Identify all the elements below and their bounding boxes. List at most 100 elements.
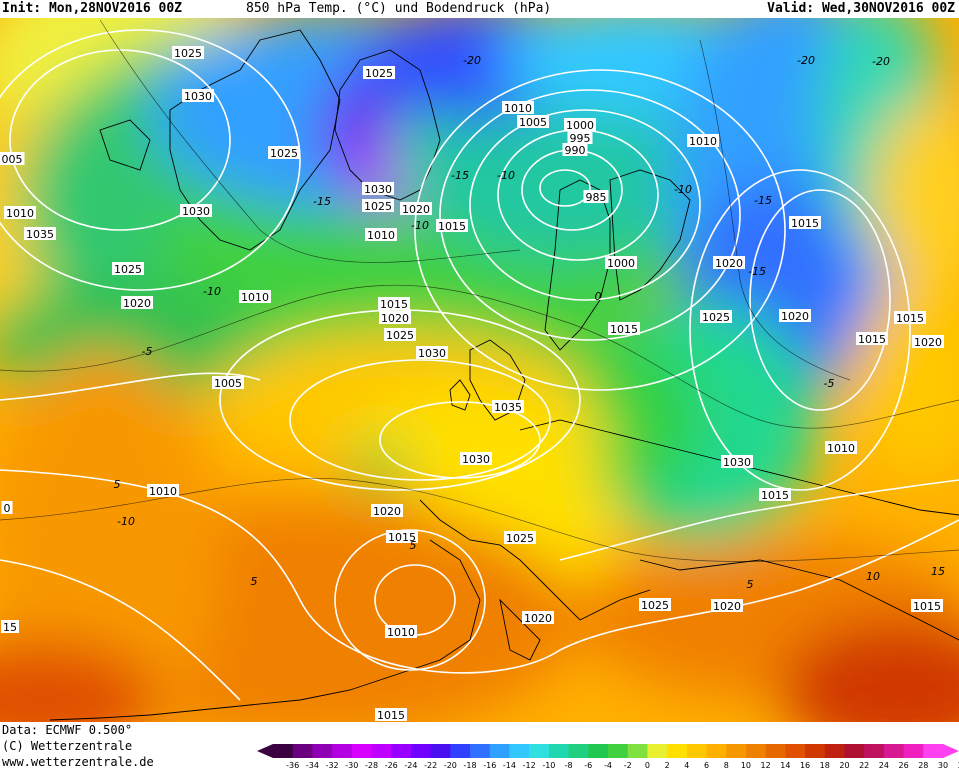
pressure-label-box xyxy=(384,328,416,341)
pressure-label-box xyxy=(0,152,25,165)
colorbar-segment xyxy=(923,744,944,758)
pressure-label-box xyxy=(416,346,448,359)
pressure-label: 1015 xyxy=(388,531,416,544)
pressure-label-box xyxy=(583,190,609,203)
pressure-label: 1015 xyxy=(913,600,941,613)
pressure-label-box xyxy=(517,115,549,128)
pressure-label: 1020 xyxy=(123,297,151,310)
colorbar-tick-label: 14 xyxy=(780,761,790,770)
pressure-label: 1030 xyxy=(723,456,751,469)
pressure-label-box xyxy=(912,335,944,348)
pressure-label: 1010 xyxy=(149,485,177,498)
colorbar-segment xyxy=(647,744,668,758)
pressure-label: 1030 xyxy=(462,453,490,466)
colorbar-tick-label: -32 xyxy=(326,761,339,770)
isotherm-label: 5 xyxy=(251,575,258,588)
temperature-isotherms xyxy=(0,19,959,562)
colorbar-left-arrow xyxy=(257,744,273,758)
pressure-label: 1010 xyxy=(827,442,855,455)
colorbar-tick-label: 24 xyxy=(879,761,889,770)
colorbar-segment xyxy=(568,744,589,758)
pressure-label: 1020 xyxy=(373,505,401,518)
temperature-labels: -20-15 -10-15-10-15-15-10-10-5-505-105551… xyxy=(114,54,946,591)
pressure-label-box xyxy=(379,311,411,324)
pressure-label: 1025 xyxy=(506,532,534,545)
pressure-label-box xyxy=(492,400,524,413)
pressure-label: 005 xyxy=(2,153,23,166)
copyright: (C) Wetterzentrale xyxy=(2,739,133,753)
colorbar-segment xyxy=(765,744,786,758)
pressure-label-box xyxy=(856,332,888,345)
colorbar-tick-label: -2 xyxy=(624,761,632,770)
map-title: 850 hPa Temp. (°C) und Bodendruck (hPa) xyxy=(246,1,552,16)
pressure-label: 990 xyxy=(565,144,586,157)
pressure-label-box xyxy=(605,256,637,269)
pressure-label: 1000 xyxy=(607,257,635,270)
colorbar: -36 -34 -32 -30 -28 -26 -24 -22 -20 -18 -16 -14 -12-… xyxy=(257,744,959,770)
colorbar-tick-label: -20 xyxy=(444,761,457,770)
colorbar-tick-label: -6 xyxy=(584,761,592,770)
pressure-label: 0 xyxy=(4,502,11,515)
colorbar-segment xyxy=(332,744,353,758)
pressure-label: 1010 xyxy=(367,229,395,242)
pressure-label-box xyxy=(789,216,821,229)
isotherm-label: -10 xyxy=(117,515,135,528)
pressure-label-box xyxy=(711,599,743,612)
pressure-label-box xyxy=(400,202,432,215)
pressure-label: 1015 xyxy=(761,489,789,502)
pressure-label: 15 xyxy=(3,621,17,634)
colorbar-segment xyxy=(608,744,629,758)
colorbar-segment xyxy=(726,744,747,758)
pressure-label-box xyxy=(687,134,719,147)
pressure-label: 1005 xyxy=(519,116,547,129)
pressure-label-box xyxy=(268,146,300,159)
colorbar-segment xyxy=(864,744,885,758)
colorbar-segment xyxy=(785,744,806,758)
pressure-label-box xyxy=(639,598,671,611)
colorbar-tick-label: 6 xyxy=(704,761,709,770)
colorbar-segment xyxy=(548,744,570,758)
colorbar-segment xyxy=(470,744,491,758)
colorbar-segment xyxy=(489,744,510,758)
pressure-label-box xyxy=(894,311,926,324)
colorbar-tick-label: 4 xyxy=(684,761,689,770)
pressure-label: 1015 xyxy=(377,709,405,722)
colorbar-segment xyxy=(903,744,924,758)
pressure-label-box xyxy=(721,455,753,468)
website-link[interactable]: www.wetterzentrale.de xyxy=(2,755,154,769)
isobars xyxy=(0,29,959,701)
colorbar-tick-label: -30 xyxy=(345,761,358,770)
pressure-label-box xyxy=(700,310,732,323)
colorbar-tick-label: 18 xyxy=(820,761,830,770)
pressure-label: 1015 xyxy=(610,323,638,336)
pressure-label-box xyxy=(1,620,19,633)
isotherm-label: -15 xyxy=(313,195,331,208)
pressure-label-box xyxy=(502,101,534,114)
colorbar-segment xyxy=(805,744,826,758)
pressure-label-box xyxy=(365,228,397,241)
pressure-label: 1015 xyxy=(380,298,408,311)
colorbar-tick-label: -24 xyxy=(404,761,417,770)
pressure-label-box xyxy=(112,262,144,275)
isotherm-label: 5 xyxy=(410,539,417,552)
pressure-label: 1025 xyxy=(386,329,414,342)
pressure-label-box xyxy=(911,599,943,612)
pressure-label: 1020 xyxy=(402,203,430,216)
pressure-label-box xyxy=(504,531,536,544)
pressure-label: 1020 xyxy=(914,336,942,349)
colorbar-tick-label: 12 xyxy=(761,761,771,770)
colorbar-tick-label: -22 xyxy=(424,761,437,770)
colorbar-tick-label: -36 xyxy=(286,761,299,770)
pressure-label: 1020 xyxy=(524,612,552,625)
isotherm-label: -15 xyxy=(754,194,772,207)
pressure-label: 1025 xyxy=(114,263,142,276)
colorbar-tick-label: -18 xyxy=(464,761,477,770)
colorbar-segment xyxy=(430,744,451,758)
colorbar-tick-label: -12 xyxy=(523,761,536,770)
colorbar-tick-label: 32 xyxy=(958,761,959,770)
colorbar-tick-label: 26 xyxy=(898,761,908,770)
pressure-label: 1005 xyxy=(214,377,242,390)
isotherm-label: -10 xyxy=(674,183,692,196)
colorbar-tick-label: 0 xyxy=(645,761,650,770)
